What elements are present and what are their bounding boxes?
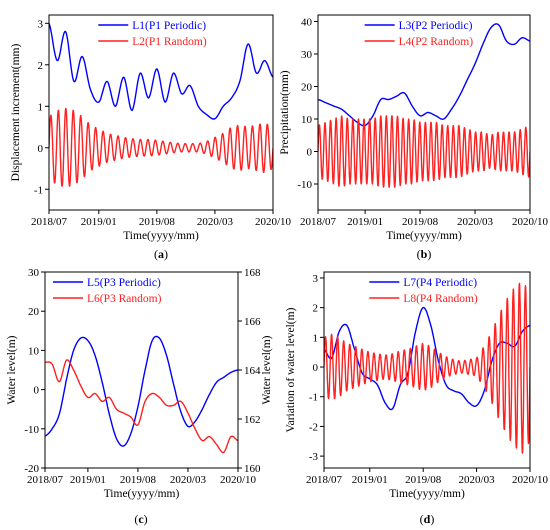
x-axis-label: Time(yyyy/mm) [104,488,180,500]
y-tick-label: 0 [313,362,319,374]
legend-label: L2(P1 Random) [132,36,207,48]
x-tick-label: 2019/01 [347,216,383,228]
x-tick-label: 2019/01 [352,474,388,486]
y2-tick-label: 160 [244,463,261,475]
x-tick-label: 2020/03 [459,474,496,486]
y-tick-label: -3 [309,451,319,463]
y-tick-label: 20 [28,306,40,318]
panel-label: (d) [420,512,435,526]
x-tick-label: 2018/07 [31,216,68,228]
x-tick-label: 2020/10 [255,216,292,228]
y-tick-label: 10 [301,114,313,126]
series-line-2 [324,282,530,454]
x-tick-label: 2019/08 [139,216,176,228]
series-line-2 [49,107,273,187]
y-tick-label: 3 [38,18,44,30]
legend-label: L7(P4 Periodic) [403,277,477,289]
x-tick-label: 2020/03 [170,474,207,486]
y-tick-label: 1 [313,332,319,344]
chart-panel-d: -3 -2 -1 0 1 2 3 2018/07 2019/01 2019/08 2020/03 20… [285,271,549,526]
chart-panel-c: -20 -10 0 10 20 30 160 162 164 166 168 2018/07 2019/… [6,267,273,526]
y2-axis-label: Water level(m) [261,335,273,404]
y-tick-label: 1 [38,101,44,113]
x-tick-label: 2019/01 [70,474,106,486]
axes-frame [317,14,531,211]
y-axis-label: Displacement increment(mm) [10,44,22,182]
y2-tick-label: 166 [244,316,261,328]
x-axis-label: Time(yyyy/mm) [123,230,199,242]
y-axis-label: Precipitation(mm) [279,70,291,154]
y-tick-label: 10 [28,345,40,357]
legend-label: L1(P1 Periodic) [132,20,206,32]
y-tick-label: 40 [301,17,313,29]
panel-label: (c) [134,512,147,526]
y-tick-label: 0 [34,385,40,397]
x-tick-label: 2019/08 [402,216,439,228]
x-tick-label: 2019/01 [81,216,117,228]
legend-label: L5(P3 Periodic) [87,277,161,289]
x-tick-label: 2018/07 [300,216,337,228]
x-axis-label: Time(yyyy/mm) [389,488,465,500]
legend-label: L3(P2 Periodic) [399,20,473,32]
x-tick-label: 2019/08 [405,474,442,486]
y2-tick-label: 164 [244,365,261,377]
legend-label: L8(P4 Random) [403,293,478,305]
x-tick-label: 2020/03 [197,216,234,228]
axes-frame [323,271,531,469]
panel-label: (b) [417,247,432,261]
series-line-1 [45,335,238,447]
y-tick-label: 30 [28,267,40,279]
x-tick-label: 2020/10 [220,474,257,486]
y-tick-label: -10 [24,424,39,436]
y-axis-label: Water level(m) [6,335,18,404]
plot-area [318,23,530,188]
chart-panel-a: -1 0 1 2 3 2018/07 2019/01 2019/08 2020/03 2020/1… [10,14,292,261]
axes-frame [48,14,274,211]
y-tick-label: 3 [313,273,319,285]
y-tick-label: -1 [309,392,318,404]
y-tick-label: 2 [313,303,319,315]
x-tick-label: 2018/07 [27,474,64,486]
chart-panel-b: -10 0 10 20 30 40 2018/07 2019/01 2019/08 2020/03… [279,14,549,261]
y-tick-label: -2 [309,421,318,433]
y-tick-label: 20 [301,82,313,94]
legend-label: L4(P2 Random) [399,36,474,48]
plot-area [45,335,238,454]
y-tick-label: 0 [307,147,313,159]
x-tick-label: 2020/10 [512,216,549,228]
plot-area [324,282,530,454]
x-tick-label: 2020/10 [512,474,549,486]
x-tick-label: 2018/07 [306,474,343,486]
series-line-2 [318,115,530,188]
plot-area [49,23,273,187]
series-line-2 [45,359,238,454]
x-tick-label: 2019/08 [120,474,157,486]
x-axis-label: Time(yyyy/mm) [386,230,462,242]
y2-tick-label: 162 [244,414,261,426]
y-tick-label: 30 [301,49,313,61]
y-axis-label: Variation of water level(m) [285,307,297,432]
series-line-1 [49,23,273,120]
y-tick-label: -20 [24,463,39,475]
y-tick-label: 0 [38,143,44,155]
y-tick-label: -10 [297,179,312,191]
legend-label: L6(P3 Random) [87,293,162,305]
y2-tick-label: 168 [244,267,261,279]
x-tick-label: 2020/03 [457,216,494,228]
panel-label: (a) [154,247,168,261]
y-tick-label: -1 [34,184,43,196]
y-tick-label: 2 [38,60,44,72]
